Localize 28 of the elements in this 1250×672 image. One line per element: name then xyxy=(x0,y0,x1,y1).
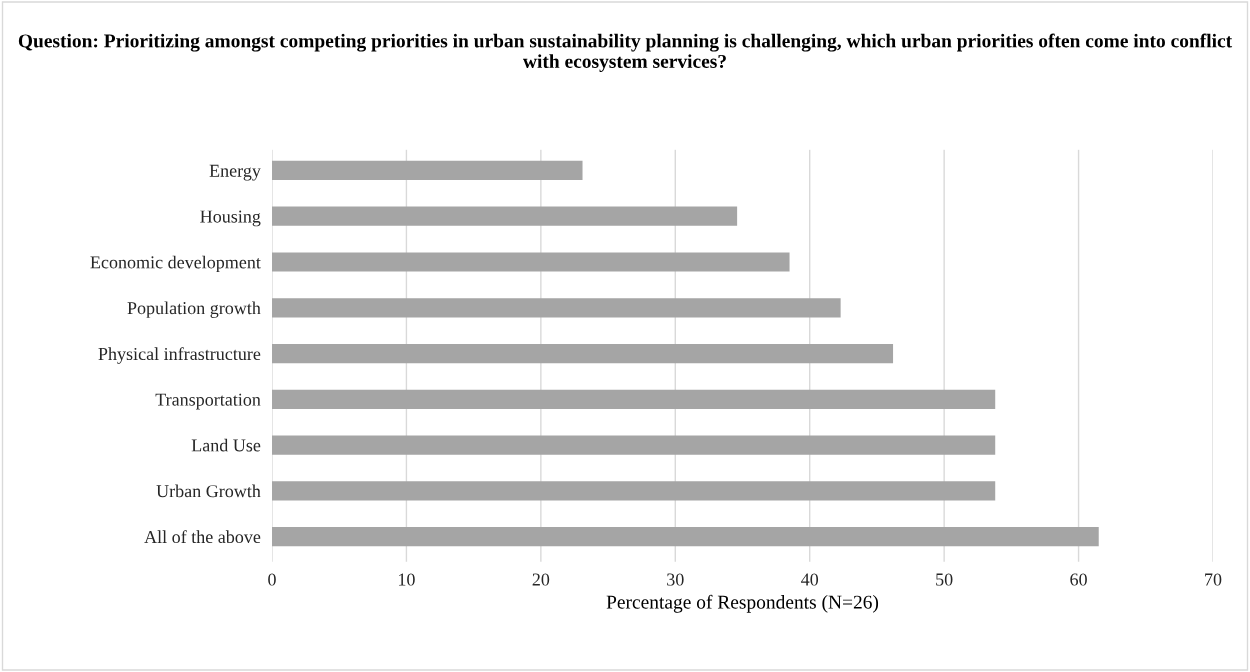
y-tick-label: Urban Growth xyxy=(156,484,261,498)
bar xyxy=(272,527,1099,547)
y-tick-label: All of the above xyxy=(144,530,261,544)
y-tick-label: Economic development xyxy=(90,255,261,273)
y-tick-label: Housing xyxy=(200,210,261,227)
bar xyxy=(272,435,996,455)
x-tick-label: 60 xyxy=(1070,573,1087,586)
bar xyxy=(272,481,996,501)
y-tick-label: Population growth xyxy=(127,301,261,318)
bar xyxy=(272,206,738,226)
x-tick-label: 0 xyxy=(268,573,276,586)
chart-title: Question: Prioritizing amongst competing priorities in urban sustainability planning is challenging, which urban priorities often come into conflict with ecosystem services? xyxy=(18,33,1233,72)
bar xyxy=(272,160,583,181)
y-tick-label: Transportation xyxy=(155,393,261,410)
x-tick-label: 40 xyxy=(801,573,819,586)
x-tick-label: 30 xyxy=(667,573,684,586)
bar xyxy=(272,252,790,272)
y-tick-label: Physical infrastructure xyxy=(98,347,261,364)
x-tick-label: 70 xyxy=(1205,573,1222,586)
x-tick-label: 10 xyxy=(398,573,415,586)
x-axis-title: Percentage of Respondents (N=26) xyxy=(606,594,879,613)
x-tick-label: 20 xyxy=(532,573,550,586)
y-tick-label: Energy xyxy=(209,164,261,181)
x-tick-label: 50 xyxy=(936,573,953,586)
bar xyxy=(272,343,894,364)
bar xyxy=(272,298,841,318)
bar xyxy=(272,389,996,409)
y-tick-label: Land Use xyxy=(191,438,261,452)
